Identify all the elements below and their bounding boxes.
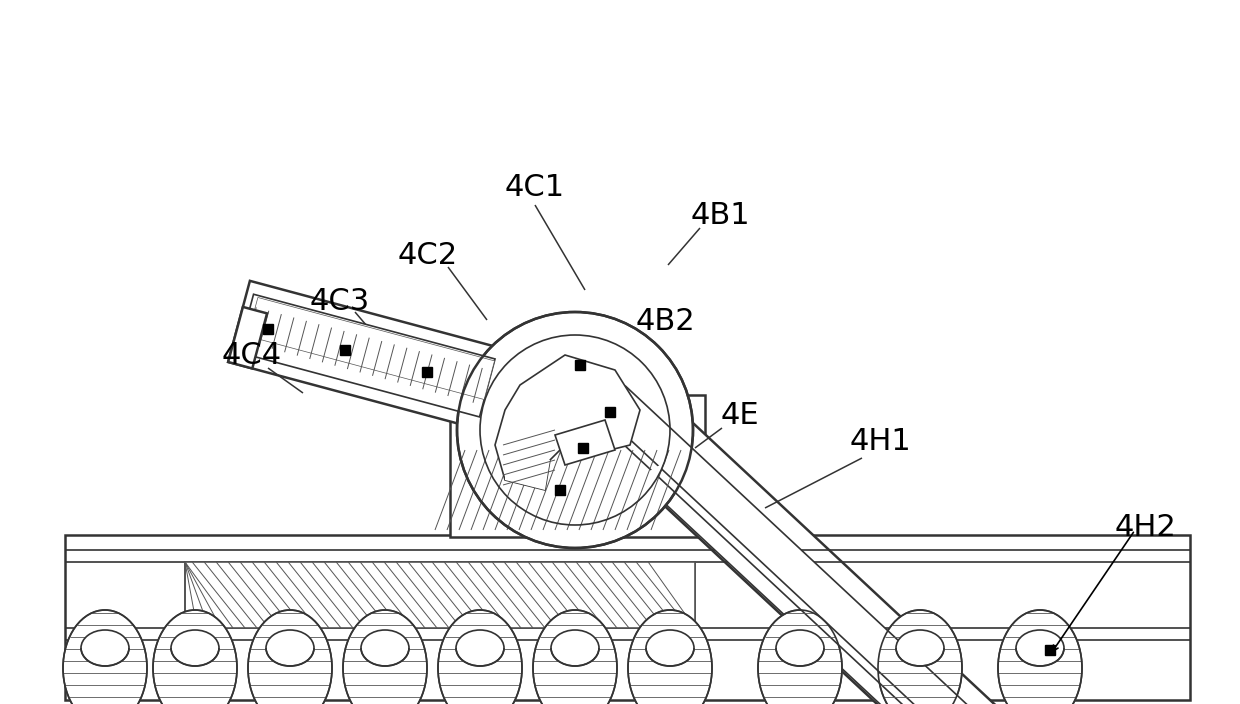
Text: 4E: 4E [720, 401, 759, 429]
Polygon shape [601, 386, 1021, 704]
Polygon shape [228, 281, 506, 431]
Polygon shape [505, 445, 551, 490]
Text: 4B1: 4B1 [691, 201, 750, 230]
Ellipse shape [1016, 630, 1064, 666]
Ellipse shape [343, 610, 427, 704]
Text: 4B2: 4B2 [635, 308, 694, 337]
Ellipse shape [267, 630, 314, 666]
Ellipse shape [248, 610, 332, 704]
Text: 4C3: 4C3 [310, 287, 370, 317]
Polygon shape [495, 355, 640, 490]
Text: 4C4: 4C4 [222, 341, 281, 370]
Text: 4H1: 4H1 [849, 427, 911, 456]
Ellipse shape [758, 610, 842, 704]
Ellipse shape [153, 610, 237, 704]
Ellipse shape [438, 610, 522, 704]
Ellipse shape [998, 610, 1083, 704]
Polygon shape [600, 402, 1055, 704]
Ellipse shape [171, 630, 219, 666]
Ellipse shape [456, 630, 503, 666]
Text: 4C1: 4C1 [505, 173, 565, 203]
Ellipse shape [458, 312, 693, 548]
Polygon shape [556, 420, 615, 465]
Text: 4C2: 4C2 [398, 241, 458, 270]
Polygon shape [588, 376, 1104, 704]
Polygon shape [595, 392, 1016, 704]
Ellipse shape [81, 630, 129, 666]
Ellipse shape [776, 630, 825, 666]
Polygon shape [228, 307, 267, 368]
Polygon shape [238, 294, 495, 417]
Ellipse shape [551, 630, 599, 666]
Polygon shape [450, 395, 529, 537]
Text: 4H2: 4H2 [1114, 513, 1176, 543]
Polygon shape [620, 395, 706, 537]
Ellipse shape [63, 610, 148, 704]
Polygon shape [486, 463, 665, 525]
Ellipse shape [627, 610, 712, 704]
Ellipse shape [361, 630, 409, 666]
Polygon shape [64, 535, 1190, 700]
Ellipse shape [533, 610, 618, 704]
Polygon shape [185, 562, 694, 628]
Ellipse shape [878, 610, 962, 704]
Ellipse shape [646, 630, 694, 666]
Ellipse shape [897, 630, 944, 666]
Polygon shape [248, 298, 495, 400]
Polygon shape [185, 562, 694, 628]
